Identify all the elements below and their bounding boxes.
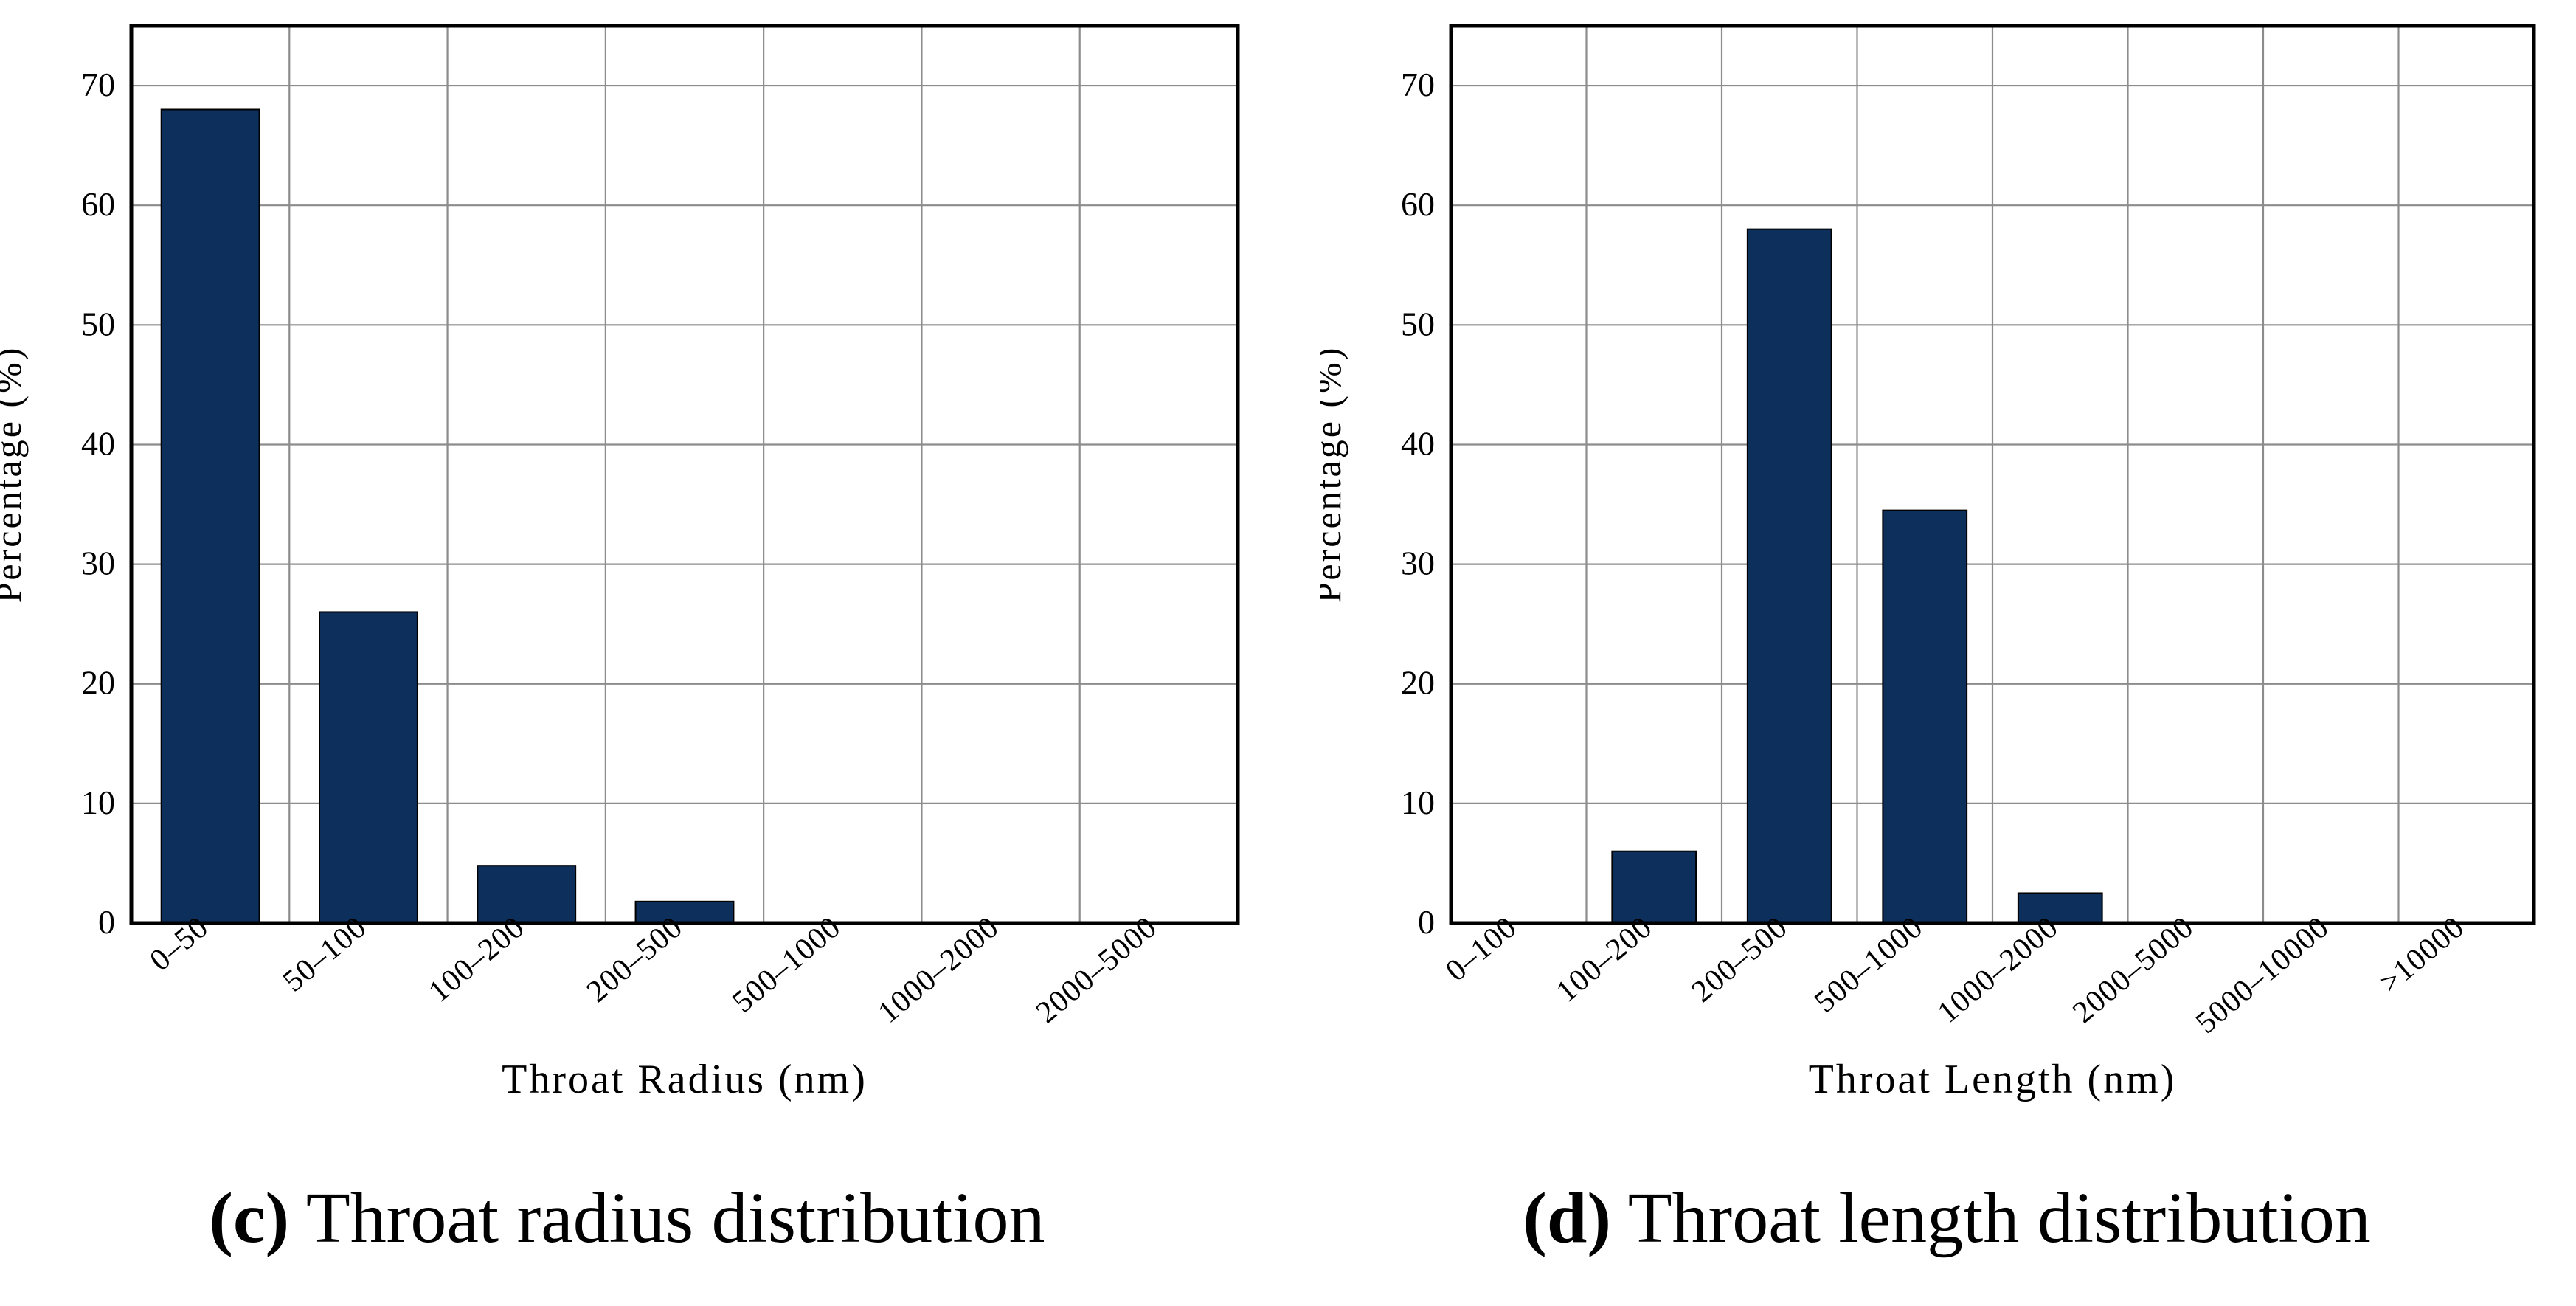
svg-text:20: 20 bbox=[1401, 664, 1435, 702]
svg-text:500–1000: 500–1000 bbox=[1808, 910, 1929, 1019]
svg-text:40: 40 bbox=[81, 424, 115, 462]
svg-text:70: 70 bbox=[81, 66, 115, 103]
svg-text:20: 20 bbox=[81, 664, 115, 702]
svg-text:5000–10000: 5000–10000 bbox=[2189, 910, 2336, 1040]
svg-text:50: 50 bbox=[1401, 305, 1435, 342]
svg-text:Percentage (%): Percentage (%) bbox=[0, 346, 29, 604]
svg-text:10: 10 bbox=[1401, 784, 1435, 821]
svg-text:30: 30 bbox=[1401, 545, 1435, 582]
svg-text:2000–5000: 2000–5000 bbox=[2066, 910, 2200, 1030]
svg-text:0: 0 bbox=[98, 903, 115, 941]
svg-text:60: 60 bbox=[81, 185, 115, 223]
svg-text:200–500: 200–500 bbox=[1686, 910, 1795, 1009]
svg-text:50: 50 bbox=[81, 305, 115, 342]
svg-text:40: 40 bbox=[1401, 424, 1435, 462]
svg-text:500–1000: 500–1000 bbox=[726, 910, 847, 1019]
svg-text:70: 70 bbox=[1401, 66, 1435, 103]
svg-text:10: 10 bbox=[81, 784, 115, 821]
svg-text:100–200: 100–200 bbox=[423, 910, 532, 1009]
svg-text:0: 0 bbox=[1418, 903, 1435, 941]
svg-text:Percentage (%): Percentage (%) bbox=[1320, 346, 1348, 604]
svg-text:Throat Length (nm): Throat Length (nm) bbox=[1809, 1057, 2177, 1102]
svg-text:2000–5000: 2000–5000 bbox=[1030, 910, 1163, 1030]
svg-text:100–200: 100–200 bbox=[1550, 910, 1659, 1009]
svg-text:200–500: 200–500 bbox=[581, 910, 690, 1009]
svg-text:60: 60 bbox=[1401, 185, 1435, 223]
svg-text:1000–2000: 1000–2000 bbox=[1931, 910, 2065, 1030]
svg-text:Throat Radius (nm): Throat Radius (nm) bbox=[502, 1057, 868, 1102]
svg-text:1000–2000: 1000–2000 bbox=[872, 910, 1005, 1030]
svg-text:30: 30 bbox=[81, 545, 115, 582]
